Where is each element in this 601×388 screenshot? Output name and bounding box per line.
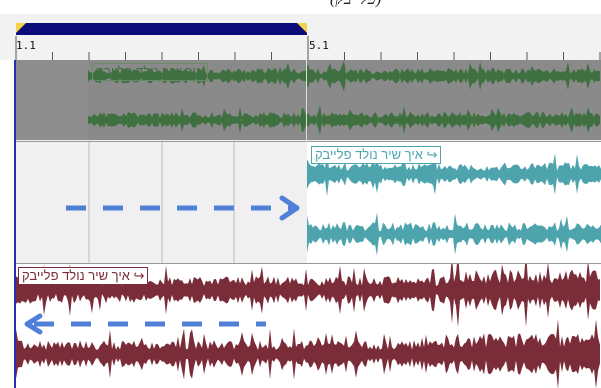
- track1-split-line: [306, 60, 307, 142]
- timeline-ruler[interactable]: [0, 14, 601, 60]
- track1-clip[interactable]: איך שיר נולד פלייבק: [88, 60, 601, 140]
- track2-grid-lines: [88, 142, 235, 263]
- ruler-label-start: 1.1: [16, 39, 36, 52]
- waveform-channel: [307, 151, 601, 197]
- loop-range-bar[interactable]: [16, 23, 307, 35]
- waveform-channel: [88, 60, 600, 92]
- track2-empty-grid: [14, 142, 307, 263]
- track-left-edge: [14, 60, 16, 388]
- loop-start-marker-icon[interactable]: [16, 23, 26, 33]
- track3-clip-label: איך שיר נולד פלייבק ↪: [18, 267, 149, 285]
- loop-end-marker-icon[interactable]: [297, 23, 307, 33]
- track2-clip[interactable]: איך שיר נולד פלייבק ↪: [307, 142, 601, 263]
- ruler-ticks: [15, 36, 601, 60]
- track1-clip-label: איך שיר נולד פלייבק: [92, 63, 208, 81]
- track1-waveform: [88, 60, 600, 135]
- track1-divider: [14, 141, 601, 142]
- track3-clip[interactable]: איך שיר נולד פלייבק ↪: [14, 264, 601, 388]
- track2-waveform: [307, 151, 601, 256]
- caption-text: (פלייבק): [0, 0, 601, 14]
- waveform-channel: [88, 105, 600, 135]
- ruler-label-mid: 5.1: [309, 39, 329, 52]
- waveform-channel: [307, 212, 601, 256]
- track3-waveform: [14, 264, 600, 388]
- waveform-channel: [14, 264, 600, 328]
- track1-empty-gray: [14, 60, 88, 140]
- track2-clip-label: איך שיר נולד פלייבק ↪: [311, 146, 442, 164]
- waveform-channel: [14, 318, 600, 388]
- track2-divider: [14, 263, 601, 264]
- caption-label: (פלייבק): [330, 0, 381, 9]
